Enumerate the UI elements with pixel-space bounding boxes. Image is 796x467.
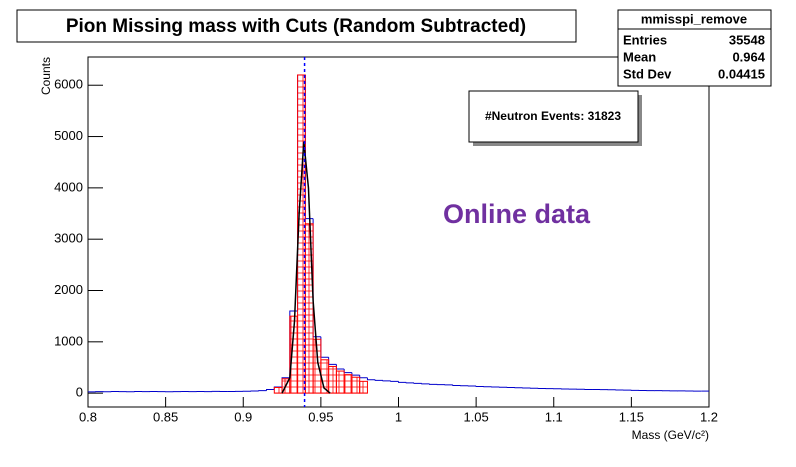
histogram-step bbox=[422, 383, 430, 384]
histogram-bar bbox=[336, 371, 344, 393]
y-tick-label: 3000 bbox=[54, 231, 83, 246]
x-tick-label: 1.1 bbox=[545, 409, 563, 424]
annotation: Online data bbox=[443, 199, 591, 229]
histogram-bar bbox=[352, 377, 360, 393]
x-tick-label: 0.95 bbox=[308, 409, 333, 424]
histogram-step bbox=[391, 381, 399, 382]
y-tick-label: 2000 bbox=[54, 282, 83, 297]
y-tick-label: 5000 bbox=[54, 128, 83, 143]
x-tick-label: 1.05 bbox=[463, 409, 488, 424]
y-tick-label: 1000 bbox=[54, 333, 83, 348]
x-tick-label: 1.15 bbox=[619, 409, 644, 424]
y-tick-label: 4000 bbox=[54, 179, 83, 194]
y-tick-label: 0 bbox=[76, 385, 83, 400]
x-tick-label: 0.8 bbox=[79, 409, 97, 424]
stats-label: Std Dev bbox=[623, 66, 672, 81]
y-axis-label: Counts bbox=[39, 57, 53, 95]
histogram-step bbox=[414, 383, 422, 384]
histogram-step bbox=[383, 380, 391, 381]
histogram-bar bbox=[344, 375, 352, 393]
annotation: #Neutron Events: 31823 bbox=[485, 109, 621, 123]
chart-title: Pion Missing mass with Cuts (Random Subt… bbox=[66, 16, 526, 37]
stats-label: Entries bbox=[623, 32, 667, 47]
stats-value: 35548 bbox=[729, 32, 765, 47]
histogram-bar bbox=[274, 387, 282, 393]
histogram-step bbox=[375, 380, 383, 381]
histogram-step bbox=[476, 386, 484, 387]
x-tick-label: 1 bbox=[395, 409, 402, 424]
histogram-step bbox=[430, 384, 438, 385]
stats-title: mmisspi_remove bbox=[641, 11, 747, 26]
x-tick-label: 0.85 bbox=[153, 409, 178, 424]
histogram-step bbox=[453, 385, 461, 386]
x-axis-label: Mass (GeV/c²) bbox=[632, 428, 709, 442]
stats-value: 0.04415 bbox=[718, 66, 765, 81]
histogram-step bbox=[406, 382, 414, 383]
x-tick-label: 1.2 bbox=[700, 409, 718, 424]
y-tick-label: 6000 bbox=[54, 77, 83, 92]
histogram-bar bbox=[360, 381, 368, 393]
stats-label: Mean bbox=[623, 49, 656, 64]
stats-value: 0.964 bbox=[732, 49, 765, 64]
histogram-bar bbox=[305, 224, 313, 393]
x-tick-label: 0.9 bbox=[234, 409, 252, 424]
histogram-bar bbox=[329, 366, 337, 393]
